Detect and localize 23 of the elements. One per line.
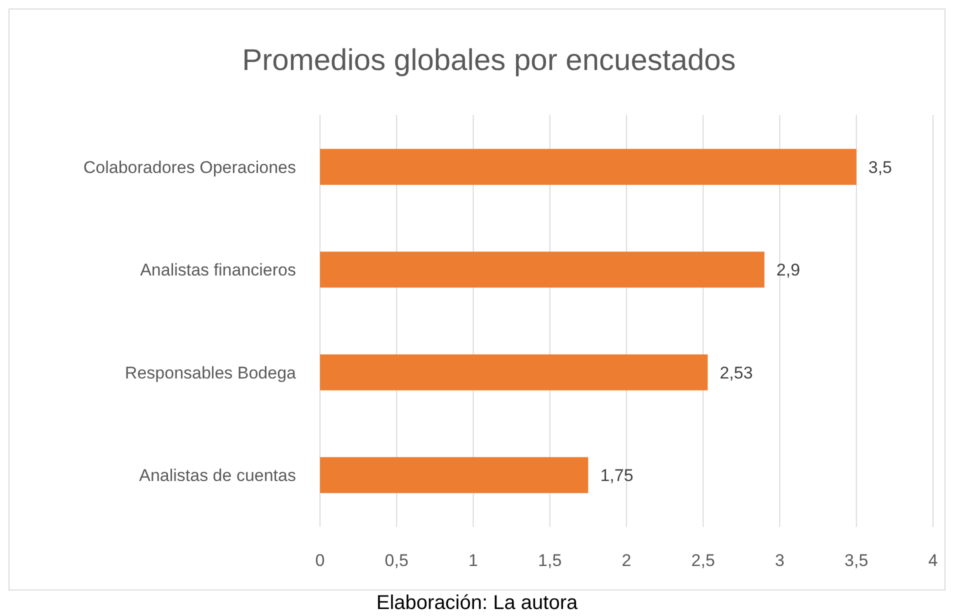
bar bbox=[320, 354, 708, 390]
x-tick-label: 2,5 bbox=[691, 551, 715, 570]
x-tick-label: 3 bbox=[775, 551, 784, 570]
x-tick-label: 2 bbox=[622, 551, 632, 570]
y-tick-label: Analistas de cuentas bbox=[139, 466, 296, 486]
x-tick-label: 1,5 bbox=[538, 551, 562, 570]
y-tick-label: Responsables Bodega bbox=[124, 363, 297, 382]
x-tick-label: 1 bbox=[468, 551, 478, 570]
y-tick-label: Colaboradores Operaciones bbox=[83, 158, 296, 177]
text: Elaboración: La autora bbox=[376, 592, 578, 614]
bar bbox=[320, 252, 764, 288]
y-tick-label: Analistas financieros bbox=[140, 260, 296, 280]
bar bbox=[320, 148, 856, 185]
chart-title: Promedios globales por encuestados bbox=[242, 44, 736, 77]
bar bbox=[320, 457, 588, 494]
x-tick-label: 0 bbox=[315, 551, 325, 570]
x-tick-label: 0,5 bbox=[384, 551, 408, 570]
x-tick-label: 4 bbox=[928, 551, 938, 570]
data-label: 2,53 bbox=[720, 363, 753, 382]
data-label: 3,5 bbox=[868, 158, 892, 177]
data-label: 2,9 bbox=[776, 260, 800, 280]
data-label: 1,75 bbox=[600, 466, 634, 486]
x-tick-label: 3,5 bbox=[844, 551, 868, 570]
